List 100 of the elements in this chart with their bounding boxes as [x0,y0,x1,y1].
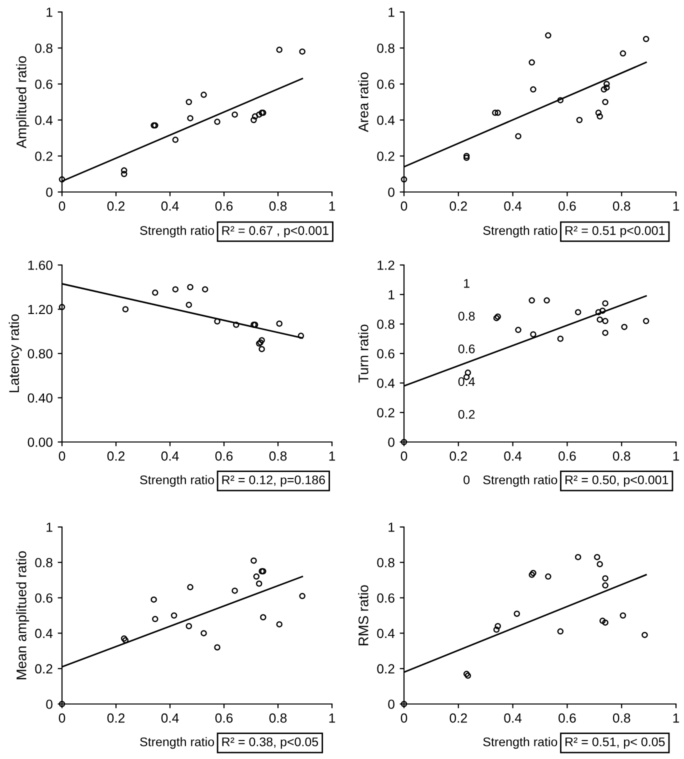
x-tick-label: 0 [58,713,66,723]
point [122,306,129,312]
point [494,110,501,116]
x-tick-label: 0 [58,201,66,211]
y-tick-label: 0.2 [35,664,52,674]
point [463,152,470,160]
point [298,332,304,339]
y-tick-label: 0.8 [377,44,394,53]
point [594,554,600,560]
y-axis-title: Turn ratio [358,324,368,383]
point [152,290,158,296]
point [557,336,564,342]
point [299,592,306,600]
point [574,309,582,316]
y-tick-label: 0 [388,700,394,709]
y-axis-title: Amplitued ratio [16,56,30,148]
point [493,626,500,633]
x-tick-label: 0 [400,713,408,723]
x-axis-title: Strength ratio [140,737,214,749]
point [602,98,608,106]
point [602,575,608,582]
point [200,92,207,98]
point [120,635,128,642]
x-tick-label: 0.6 [215,713,233,723]
point [464,672,472,679]
point [528,59,535,66]
y-tick-label: 0.40 [28,393,52,403]
x-tick-label: 0.2 [450,451,467,461]
annotation: 0.2 [458,410,475,419]
point [557,628,564,635]
y-tick-label: 1 [46,522,52,532]
x-tick-label: 0.8 [269,713,287,723]
y-tick-label: 0.00 [28,438,52,447]
point [642,36,650,42]
y-tick-label: 0.8 [377,320,394,329]
point [596,316,603,323]
y-tick-label: 1.60 [28,260,52,270]
x-tick-label: 0.6 [558,451,576,461]
point [400,176,408,183]
x-tick-label: 1 [673,202,680,211]
y-tick-label: 0.2 [35,152,52,161]
point [545,32,552,39]
point [214,118,220,125]
point [233,322,240,328]
point [170,612,178,619]
point [621,324,628,330]
x-tick-label: 0.4 [504,201,522,211]
y-tick-label: 0.2 [377,408,394,418]
y-tick-label: 0.80 [28,349,52,358]
point [528,572,535,578]
point [202,286,208,292]
y-tick-label: 1 [388,8,394,17]
text: R² = 0.12, p=0.186 [222,475,325,487]
point [596,113,603,120]
point [599,618,606,624]
y-tick-label: 0 [46,188,52,197]
point [120,167,128,174]
point [186,302,192,308]
x-axis-title: Strength ratio [483,737,558,749]
point [172,286,179,292]
x-tick-label: 0 [400,451,408,461]
point [299,48,306,55]
x-axis-title: Strength ratio [140,475,214,487]
y-tick-label: 0 [388,188,394,197]
y-tick-label: 0.4 [377,116,395,125]
x-tick-label: 0.2 [450,201,467,211]
point [602,300,608,306]
point [463,154,470,161]
point [276,621,282,628]
point [232,111,238,118]
point [464,370,472,376]
point [186,622,192,630]
point [256,580,262,587]
x-tick-label: 0.8 [269,451,287,461]
x-tick-label: 0.4 [161,201,179,211]
x-tick-label: 1 [673,452,680,461]
annotation: 0.8 [458,312,475,321]
y-tick-label: 0.4 [35,628,53,638]
point [58,304,66,310]
point [276,46,282,53]
annotation: 1 [464,279,470,288]
y-tick-label: 0.6 [35,593,52,603]
x-tick-label: 1 [329,714,336,723]
x-tick-label: 0.4 [161,713,179,723]
point [530,570,536,576]
point [256,111,262,118]
y-axis-title: RMS ratio [358,585,368,646]
point [576,116,583,124]
point [545,573,552,580]
y-tick-label: 1.20 [28,304,52,314]
point [494,622,501,630]
y-tick-label: 0.2 [377,152,394,161]
point [250,558,257,564]
x-tick-label: 0.8 [612,713,630,723]
point [187,584,194,590]
x-tick-label: 1 [329,452,336,461]
x-tick-label: 0.6 [215,451,233,461]
point [620,612,626,619]
x-tick-label: 1 [329,202,336,211]
y-tick-label: 0.2 [377,664,394,674]
